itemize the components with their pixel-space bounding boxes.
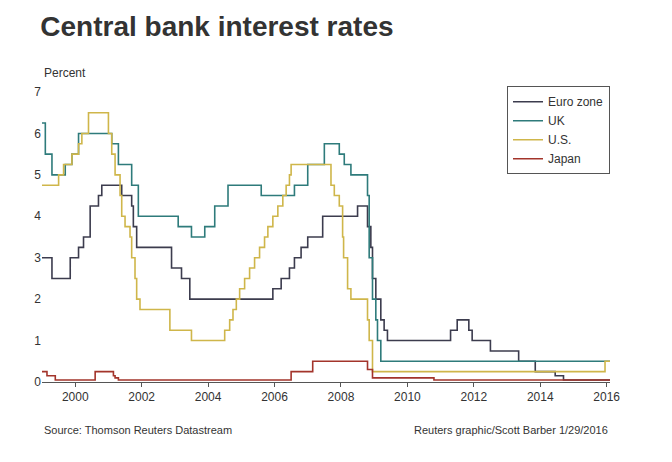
svg-text:2008: 2008 bbox=[328, 390, 355, 404]
svg-text:1: 1 bbox=[34, 334, 41, 348]
svg-text:7: 7 bbox=[34, 85, 41, 99]
svg-text:5: 5 bbox=[34, 168, 41, 182]
svg-text:6: 6 bbox=[34, 127, 41, 141]
svg-text:Euro zone: Euro zone bbox=[548, 95, 603, 109]
svg-text:Japan: Japan bbox=[548, 152, 581, 166]
svg-text:2012: 2012 bbox=[460, 390, 487, 404]
svg-text:2010: 2010 bbox=[394, 390, 421, 404]
svg-text:2014: 2014 bbox=[527, 390, 554, 404]
svg-text:U.S.: U.S. bbox=[548, 133, 571, 147]
svg-text:UK: UK bbox=[548, 114, 565, 128]
svg-text:2006: 2006 bbox=[261, 390, 288, 404]
svg-text:0: 0 bbox=[34, 375, 41, 389]
svg-text:2004: 2004 bbox=[195, 390, 222, 404]
svg-text:Reuters graphic/Scott Barber 1: Reuters graphic/Scott Barber 1/29/2016 bbox=[414, 424, 608, 436]
svg-text:2016: 2016 bbox=[593, 390, 620, 404]
svg-text:Percent: Percent bbox=[44, 66, 86, 80]
svg-text:4: 4 bbox=[34, 209, 41, 223]
svg-text:2: 2 bbox=[34, 292, 41, 306]
svg-text:2000: 2000 bbox=[62, 390, 89, 404]
svg-text:2002: 2002 bbox=[128, 390, 155, 404]
svg-text:3: 3 bbox=[34, 251, 41, 265]
svg-text:Central bank interest rates: Central bank interest rates bbox=[40, 11, 393, 42]
svg-text:Source: Thomson Reuters Datast: Source: Thomson Reuters Datastream bbox=[44, 424, 232, 436]
